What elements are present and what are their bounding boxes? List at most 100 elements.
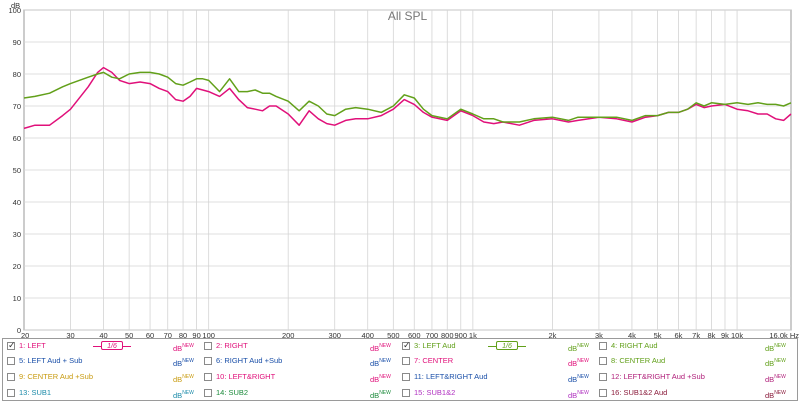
x-tick-label: 400 [361,331,374,338]
legend-item: 5: LEFT Aud + Sub dBNEW [7,354,202,368]
db-new-button[interactable]: dBNEW [173,370,194,387]
x-tick-label: 6k [674,331,682,338]
legend-checkbox[interactable] [7,373,15,381]
db-label: dB [568,391,578,400]
smoothing-button[interactable]: 1/6 [488,341,526,350]
y-axis-label: dB [11,1,20,10]
db-label: dB [370,359,380,368]
legend-checkbox[interactable] [204,342,212,350]
legend-label: 5: LEFT Aud + Sub [19,356,83,365]
x-tick-label: 2k [548,331,556,338]
db-new-button[interactable]: dBNEW [765,386,786,403]
legend-label: 7: CENTER [414,356,454,365]
y-tick-label: 0 [17,326,21,335]
x-tick-label: 20 [21,331,29,338]
db-new-button[interactable]: dBNEW [568,370,589,387]
x-tick-label: 16,0k Hz [769,331,799,338]
db-new-button[interactable]: dBNEW [173,339,194,356]
new-badge: NEW [182,374,194,380]
x-tick-label: 800 [441,331,454,338]
db-label: dB [568,375,578,384]
db-new-button[interactable]: dBNEW [370,339,391,356]
legend-item: 9: CENTER Aud +Sub dBNEW [7,370,202,384]
legend-label: 10: LEFT&RIGHT [216,372,276,381]
x-tick-label: 300 [328,331,341,338]
chart-title: All SPL [388,9,428,23]
legend-item: 2: RIGHT dBNEW [204,339,399,353]
new-badge: NEW [774,390,786,396]
db-label: dB [568,344,578,353]
db-new-button[interactable]: dBNEW [173,354,194,371]
legend-checkbox[interactable] [204,389,212,397]
legend-label: 14: SUB2 [216,388,249,397]
legend-checkbox[interactable] [402,357,410,365]
legend-item: 8: CENTER Aud dBNEW [599,354,794,368]
db-label: dB [173,391,183,400]
legend-label: 4: RIGHT Aud [611,341,658,350]
y-tick-label: 80 [13,70,21,79]
x-tick-label: 70 [164,331,172,338]
db-new-button[interactable]: dBNEW [370,386,391,403]
db-new-button[interactable]: dBNEW [568,354,589,371]
y-tick-label: 10 [13,294,21,303]
spl-chart[interactable]: 0 10 20 30 40 50 60 70 80 90 100 dB 20 30 40 50 60 70 80 90… [0,0,800,340]
db-new-button[interactable]: dBNEW [568,339,589,356]
legend-item: 6: RIGHT Aud +Sub dBNEW [204,354,399,368]
new-badge: NEW [774,358,786,364]
x-tick-label: 8k [708,331,716,338]
db-new-button[interactable]: dBNEW [765,370,786,387]
x-tick-label: 60 [146,331,154,338]
legend-item: 7: CENTER dBNEW [402,354,597,368]
db-new-button[interactable]: dBNEW [765,354,786,371]
db-label: dB [765,344,775,353]
legend-item: 4: RIGHT Aud dBNEW [599,339,794,353]
y-tick-label: 50 [13,166,21,175]
legend-item: 12: LEFT&RIGHT Aud +Sub dBNEW [599,370,794,384]
legend-item: 15: SUB1&2 dBNEW [402,386,597,400]
y-tick-label: 100 [8,6,21,15]
legend-checkbox[interactable] [402,389,410,397]
new-badge: NEW [182,390,194,396]
db-label: dB [173,359,183,368]
db-label: dB [173,344,183,353]
x-tick-label: 7k [692,331,700,338]
legend-checkbox[interactable] [599,373,607,381]
legend-checkbox[interactable] [599,389,607,397]
db-new-button[interactable]: dBNEW [568,386,589,403]
x-tick-label: 500 [387,331,400,338]
new-badge: NEW [577,374,589,380]
legend-item: 10: LEFT&RIGHT dBNEW [204,370,399,384]
legend-checkbox[interactable] [599,357,607,365]
legend-item: 16: SUB1&2 Aud dBNEW [599,386,794,400]
db-new-button[interactable]: dBNEW [370,370,391,387]
smoothing-button[interactable]: 1/6 [93,341,131,350]
y-tick-label: 90 [13,38,21,47]
x-tick-label: 3k [595,331,603,338]
legend-label: 11: LEFT&RIGHT Aud [414,372,488,381]
x-tick-label: 30 [66,331,74,338]
db-label: dB [765,375,775,384]
db-label: dB [173,375,183,384]
legend-label: 2: RIGHT [216,341,248,350]
legend-checkbox[interactable] [599,342,607,350]
db-label: dB [370,391,380,400]
db-new-button[interactable]: dBNEW [765,339,786,356]
legend-checkbox[interactable] [204,357,212,365]
db-new-button[interactable]: dBNEW [370,354,391,371]
legend-checkbox[interactable] [402,373,410,381]
legend-checkbox[interactable] [204,373,212,381]
y-tick-label: 60 [13,134,21,143]
y-tick-label: 40 [13,198,21,207]
new-badge: NEW [182,358,194,364]
db-new-button[interactable]: dBNEW [173,386,194,403]
legend-checkbox[interactable] [7,357,15,365]
legend-checkbox[interactable] [7,339,16,351]
y-tick-label: 70 [13,102,21,111]
legend-checkbox[interactable] [402,339,411,351]
legend-item: 11: LEFT&RIGHT Aud dBNEW [402,370,597,384]
legend-checkbox[interactable] [7,389,15,397]
y-tick-label: 20 [13,262,21,271]
x-tick-label: 90 [192,331,200,338]
